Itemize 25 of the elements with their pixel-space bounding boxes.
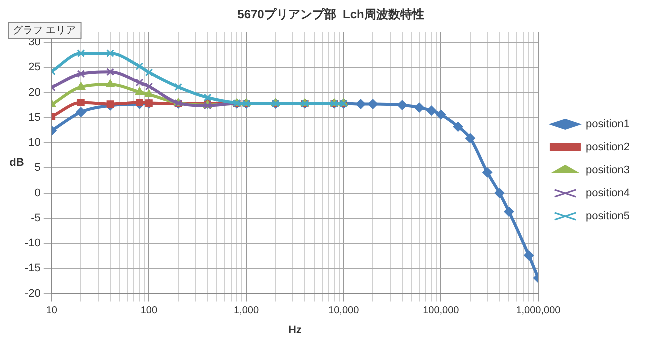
x-axis-title: Hz [288,324,302,336]
legend-label: position3 [586,164,630,177]
y-tick-label: 20 [28,86,41,99]
legend-label: position1 [586,118,630,131]
x-tick-label: 1,000,000 [516,306,562,317]
y-tick-label: 0 [34,187,41,200]
x-tick-label: 1,000 [234,306,260,317]
x-tick-label: 100,000 [423,306,460,317]
legend-label: position4 [586,188,630,200]
y-tick-label: -20 [24,288,41,300]
legend-label: position5 [586,210,630,223]
annotation: グラフ エリア [13,25,76,36]
y-tick-label: 5 [34,162,41,174]
x-tick-label: 10,000 [328,306,360,317]
y-tick-label: 25 [28,62,41,74]
y-tick-label: 10 [28,137,41,150]
legend-label: position2 [586,142,630,154]
x-tick-label: 10 [46,306,58,317]
y-tick-label: -15 [24,262,41,275]
y-tick-label: 15 [28,112,41,124]
x-tick-label: 100 [140,306,158,317]
y-tick-label: -5 [31,212,41,224]
chart-title: 5670プリアンプ部 Lch周波数特性 [238,8,424,22]
y-axis-title: dB [10,157,24,170]
y-tick-label: -10 [24,238,41,250]
